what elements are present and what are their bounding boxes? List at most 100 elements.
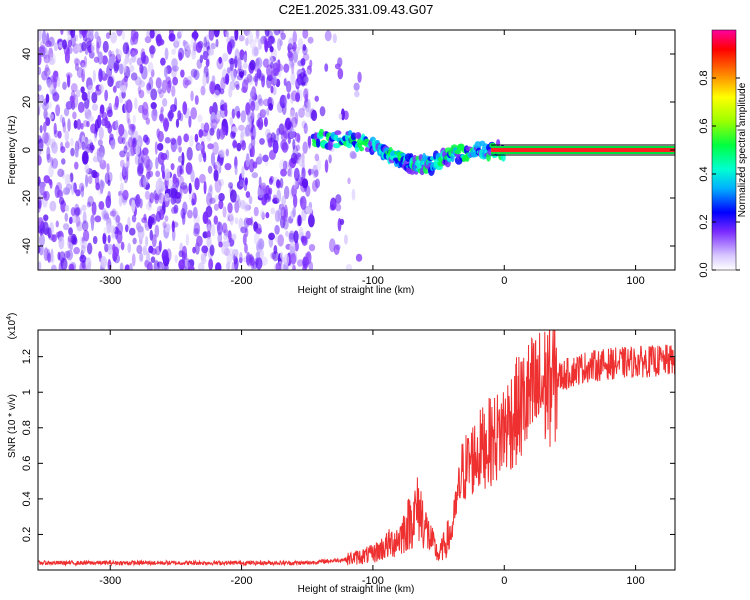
heatmap-cell	[277, 63, 284, 72]
heatmap-cell	[214, 179, 222, 193]
heatmap-cell	[290, 91, 294, 104]
heatmap-cell	[231, 261, 235, 270]
heatmap-cell	[102, 40, 109, 53]
heatmap-cell	[72, 111, 77, 120]
heatmap-cell	[205, 34, 210, 43]
heatmap-cell	[151, 107, 158, 122]
heatmap-cell	[277, 234, 284, 247]
heatmap-cell	[38, 261, 42, 270]
heatmap-cell	[109, 210, 116, 217]
heatmap-cell	[171, 48, 176, 55]
heatmap-cell	[43, 247, 49, 262]
heatmap-cell	[143, 213, 147, 221]
heatmap-cell	[270, 85, 274, 94]
heatmap-cell	[314, 95, 319, 102]
heatmap-cell	[148, 170, 154, 178]
heatmap-cell	[136, 57, 144, 67]
heatmap-cell	[139, 252, 144, 262]
heatmap-cell	[62, 81, 67, 90]
heatmap-cell	[116, 80, 123, 87]
heatmap-cell	[160, 57, 166, 66]
heatmap-cell	[209, 197, 216, 204]
heatmap-cell	[112, 246, 119, 258]
heatmap-cell	[55, 104, 61, 117]
heatmap-cell	[184, 43, 192, 51]
heatmap-cell	[158, 192, 165, 204]
heatmap-cell	[194, 95, 199, 105]
heatmap-cell	[174, 37, 181, 47]
heatmap-cell	[60, 257, 68, 270]
heatmap-cell	[38, 52, 42, 66]
heatmap-cell	[98, 179, 105, 191]
heatmap-cell	[314, 153, 320, 162]
heatmap-cell	[121, 166, 127, 180]
bottom-x-ticks: -300 -200 -100 0 100	[99, 330, 645, 587]
heatmap-cell	[245, 124, 251, 137]
heatmap-cell	[240, 110, 247, 123]
heatmap-cell	[196, 235, 203, 247]
heatmap-cell	[145, 117, 150, 125]
bottom-y-axis-label: SNR (10 * v/v)	[7, 394, 18, 458]
heatmap-cell	[279, 39, 283, 47]
heatmap-cell	[115, 214, 121, 224]
heatmap-cell	[216, 221, 223, 236]
heatmap-cell	[128, 137, 134, 148]
heatmap-cell	[232, 140, 238, 148]
heatmap-cell	[204, 247, 208, 257]
heatmap-cell	[120, 241, 125, 251]
heatmap-cell	[57, 130, 62, 139]
heatmap-cell	[332, 33, 337, 44]
heatmap-cell	[249, 39, 257, 50]
heatmap-cell	[177, 155, 183, 163]
heatmap-cell	[294, 132, 301, 143]
heatmap-cell	[328, 154, 332, 164]
heatmap-cell	[288, 37, 294, 49]
heatmap-cell	[174, 97, 178, 111]
heatmap-cell	[234, 200, 240, 214]
signal-cell	[318, 128, 325, 137]
heatmap-cell	[115, 119, 119, 130]
heatmap-cell	[152, 108, 158, 117]
heatmap-cell	[122, 42, 130, 55]
heatmap-cell	[305, 100, 310, 113]
heatmap-cell	[121, 137, 126, 145]
heatmap-cell	[64, 141, 70, 149]
heatmap-cell	[227, 230, 232, 241]
heatmap-cell	[305, 206, 313, 214]
heatmap-cell	[311, 180, 318, 192]
heatmap-cell	[49, 113, 54, 120]
heatmap-cell	[107, 243, 113, 256]
heatmap-cell	[38, 217, 44, 229]
heatmap-cell	[53, 77, 57, 90]
heatmap-cell	[209, 127, 215, 136]
heatmap-cell	[157, 87, 163, 95]
heatmap-cell	[121, 90, 126, 99]
heatmap-cell	[81, 204, 87, 212]
heatmap-cell	[181, 245, 188, 259]
heatmap-cell	[245, 251, 251, 266]
heatmap-cell	[226, 66, 231, 74]
colorbar-label: Normalized spectral amplitude	[737, 82, 748, 217]
heatmap-cell	[246, 73, 253, 83]
heatmap-cell	[287, 50, 293, 59]
heatmap-cell	[109, 133, 114, 141]
heatmap-cell	[280, 168, 287, 177]
heatmap-cell	[293, 230, 299, 244]
heatmap-cell	[157, 130, 164, 143]
heatmap-cell	[185, 233, 190, 246]
heatmap-cell	[70, 233, 77, 245]
heatmap-cell	[254, 35, 260, 43]
heatmap-cell	[213, 203, 219, 211]
heatmap-cell	[202, 231, 209, 239]
heatmap-cell	[293, 180, 298, 189]
heatmap-cell	[43, 54, 51, 64]
heatmap-cell	[174, 38, 178, 51]
x-tick-label: -300	[99, 575, 121, 587]
heatmap-cell	[201, 254, 207, 265]
heatmap-cell	[140, 149, 145, 164]
heatmap-cell	[229, 185, 234, 197]
heatmap-cell	[292, 194, 298, 208]
heatmap-cell	[70, 147, 75, 157]
heatmap-cell	[83, 55, 88, 68]
